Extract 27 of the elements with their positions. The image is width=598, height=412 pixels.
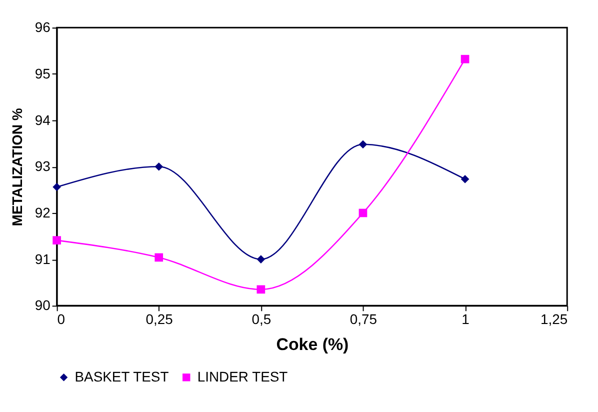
y-tick-label: 93: [34, 158, 51, 174]
point: [154, 162, 164, 171]
point: [154, 253, 164, 262]
y-tick-label: 95: [34, 65, 51, 82]
y-tick-label: 92: [34, 204, 51, 220]
point: [358, 140, 368, 149]
point: [256, 285, 266, 294]
x-tick-label: 0: [57, 311, 66, 328]
y-tick-label: 94: [34, 112, 51, 128]
point: [52, 182, 61, 192]
x-tick-label: 0,75: [350, 311, 378, 328]
x-tick-label: 1,25: [540, 311, 568, 328]
legend-label: LINDER TEST: [197, 368, 288, 384]
y-tick-label: 96: [34, 19, 51, 36]
x-tick-label: 0,5: [252, 311, 272, 328]
legend-label: BASKET TEST: [74, 368, 170, 384]
x-axis-title: Coke (%): [276, 335, 349, 354]
point: [460, 174, 470, 184]
x-tick-label: 0,25: [146, 311, 174, 328]
point: [460, 54, 470, 64]
x-tick-label: 1: [462, 311, 470, 328]
y-axis-title: METALIZATION %: [8, 108, 25, 226]
y-tick-label: 91: [34, 250, 51, 267]
y-tick-label: 90: [34, 297, 51, 314]
point: [256, 255, 266, 264]
point: [52, 236, 61, 244]
point: [358, 208, 368, 218]
